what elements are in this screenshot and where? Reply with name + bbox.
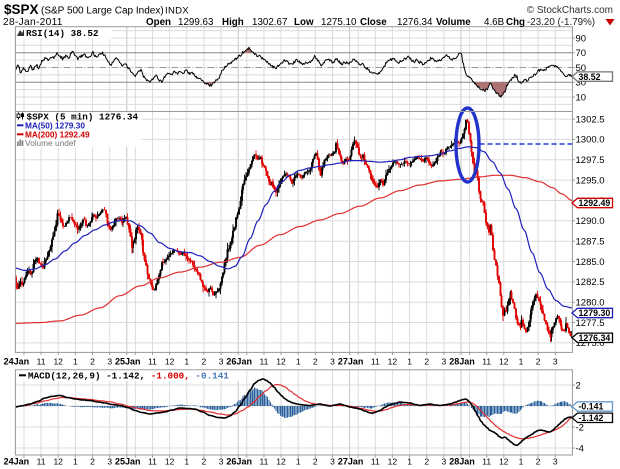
svg-text:3: 3: [442, 357, 447, 367]
svg-text:50: 50: [576, 63, 587, 74]
svg-text:MACD(12,26,9) -1.142, -1.000,: MACD(12,26,9) -1.142, -1.000, -0.141: [28, 371, 229, 382]
svg-text:(S&P 500 Large Cap Index): (S&P 500 Large Cap Index): [41, 6, 164, 17]
svg-text:1280.0: 1280.0: [576, 298, 605, 309]
svg-text:3: 3: [219, 357, 224, 367]
svg-text:1290.0: 1290.0: [576, 216, 605, 227]
svg-text:-4: -4: [576, 443, 584, 454]
svg-text:$SPX: $SPX: [4, 2, 39, 17]
svg-text:1277.5: 1277.5: [576, 318, 605, 329]
svg-text:1297.5: 1297.5: [576, 155, 605, 166]
svg-text:3: 3: [107, 457, 112, 467]
svg-text:3: 3: [553, 457, 558, 467]
svg-text:90: 90: [576, 33, 587, 44]
svg-text:30: 30: [576, 78, 587, 89]
svg-text:2: 2: [202, 457, 207, 467]
svg-text:12: 12: [499, 357, 509, 367]
svg-text:11: 11: [148, 457, 157, 467]
svg-text:12: 12: [388, 457, 398, 467]
svg-text:10: 10: [576, 92, 587, 103]
svg-text:3: 3: [553, 357, 558, 367]
svg-text:1302.5: 1302.5: [576, 114, 605, 125]
svg-text:11: 11: [259, 457, 268, 467]
svg-text:1: 1: [184, 457, 189, 467]
svg-text:3: 3: [330, 357, 335, 367]
svg-text:1: 1: [519, 357, 524, 367]
svg-text:-0.141: -0.141: [579, 402, 604, 412]
svg-text:24Jan: 24Jan: [4, 357, 30, 367]
svg-text:11: 11: [259, 357, 268, 367]
svg-text:3: 3: [107, 357, 112, 367]
svg-text:1: 1: [73, 457, 78, 467]
svg-text:26Jan: 26Jan: [226, 457, 252, 467]
svg-text:1: 1: [296, 357, 301, 367]
svg-text:2: 2: [424, 357, 429, 367]
svg-text:28Jan: 28Jan: [449, 457, 475, 467]
svg-text:1275.0: 1275.0: [576, 338, 605, 349]
svg-text:Volume undef: Volume undef: [25, 138, 76, 148]
svg-text:12: 12: [388, 357, 398, 367]
svg-text:$SPX (5 min) 1276.34: $SPX (5 min) 1276.34: [27, 111, 139, 122]
svg-text:MA(200) 1292.49: MA(200) 1292.49: [25, 130, 90, 140]
svg-text:28-Jan-2011: 28-Jan-2011: [3, 17, 63, 28]
svg-text:RSI(14) 38.52: RSI(14) 38.52: [26, 28, 99, 39]
svg-text:-2: -2: [576, 422, 584, 433]
svg-text:© StockCharts.com: © StockCharts.com: [527, 5, 613, 16]
svg-text:11: 11: [148, 357, 157, 367]
svg-text:27Jan: 27Jan: [338, 357, 364, 367]
svg-text:1279.30: 1279.30: [579, 308, 611, 318]
svg-text:12: 12: [165, 457, 175, 467]
svg-text:2: 2: [536, 357, 541, 367]
svg-text:1: 1: [184, 357, 189, 367]
svg-text:1287.5: 1287.5: [576, 237, 605, 248]
svg-text:INDX: INDX: [165, 6, 189, 17]
svg-text:1: 1: [73, 357, 78, 367]
svg-text:2: 2: [90, 357, 95, 367]
svg-text:11: 11: [371, 357, 380, 367]
svg-text:11: 11: [371, 457, 380, 467]
svg-text:70: 70: [576, 48, 587, 59]
svg-text:38.52: 38.52: [579, 72, 601, 82]
svg-text:2: 2: [424, 457, 429, 467]
svg-text:12: 12: [53, 357, 63, 367]
svg-text:12: 12: [53, 457, 63, 467]
svg-text:26Jan: 26Jan: [226, 357, 252, 367]
svg-text:12: 12: [276, 457, 286, 467]
svg-text:1295.0: 1295.0: [576, 175, 605, 186]
svg-text:25Jan: 25Jan: [115, 457, 141, 467]
svg-text:1: 1: [407, 457, 412, 467]
svg-text:2: 2: [313, 457, 318, 467]
svg-text:1: 1: [407, 357, 412, 367]
svg-text:28Jan: 28Jan: [449, 357, 475, 367]
svg-text:1: 1: [519, 457, 524, 467]
svg-text:2: 2: [202, 357, 207, 367]
svg-text:1285.0: 1285.0: [576, 257, 605, 268]
svg-text:25Jan: 25Jan: [115, 357, 141, 367]
svg-text:12: 12: [276, 357, 286, 367]
svg-text:27Jan: 27Jan: [338, 457, 364, 467]
svg-text:3: 3: [330, 457, 335, 467]
svg-text:2: 2: [536, 457, 541, 467]
svg-text:12: 12: [165, 357, 175, 367]
svg-text:2: 2: [576, 380, 581, 391]
svg-text:24Jan: 24Jan: [4, 457, 30, 467]
svg-text:1282.5: 1282.5: [576, 277, 605, 288]
svg-text:3: 3: [442, 457, 447, 467]
svg-text:11: 11: [482, 357, 491, 367]
svg-text:11: 11: [37, 457, 46, 467]
svg-text:11: 11: [482, 457, 491, 467]
svg-text:1276.34: 1276.34: [579, 333, 611, 343]
svg-text:MA(50) 1279.30: MA(50) 1279.30: [25, 121, 85, 131]
svg-text:3: 3: [219, 457, 224, 467]
svg-text:11: 11: [37, 357, 46, 367]
svg-text:1300.0: 1300.0: [576, 135, 605, 146]
svg-text:1292.49: 1292.49: [579, 198, 611, 208]
svg-text:2: 2: [90, 457, 95, 467]
svg-text:12: 12: [499, 457, 509, 467]
svg-text:1: 1: [296, 457, 301, 467]
svg-text:-1.142: -1.142: [579, 413, 604, 423]
svg-text:2: 2: [313, 357, 318, 367]
